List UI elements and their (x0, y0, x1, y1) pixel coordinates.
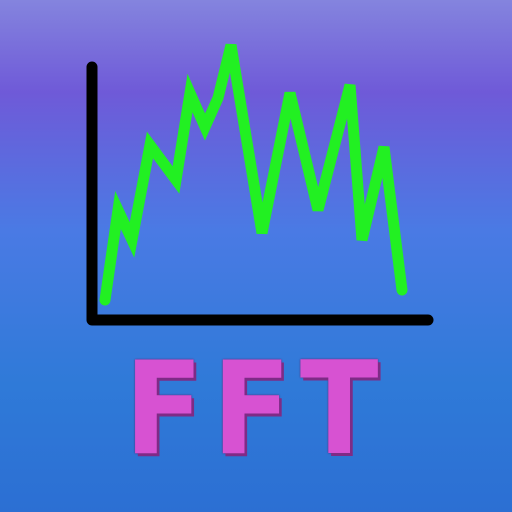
spectrum-waveform (99, 43, 408, 306)
graph-axes (86, 61, 434, 326)
fft-label: FFT (124, 335, 388, 484)
